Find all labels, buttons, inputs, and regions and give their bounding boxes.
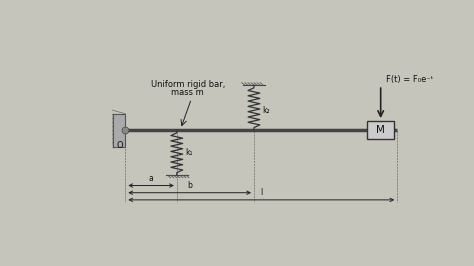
Text: k₁: k₁: [185, 148, 192, 157]
Text: Uniform rigid bar,: Uniform rigid bar,: [151, 80, 225, 89]
Text: l: l: [260, 188, 263, 197]
Text: M: M: [376, 125, 385, 135]
Text: mass m: mass m: [172, 88, 204, 97]
Text: b: b: [187, 181, 192, 190]
Text: a: a: [149, 174, 154, 183]
Text: k₂: k₂: [262, 106, 270, 115]
Text: F(t) = F₀e⁻ᵗ: F(t) = F₀e⁻ᵗ: [386, 75, 433, 84]
Bar: [367, 121, 394, 139]
Text: O: O: [117, 142, 123, 151]
Bar: [112, 114, 126, 147]
